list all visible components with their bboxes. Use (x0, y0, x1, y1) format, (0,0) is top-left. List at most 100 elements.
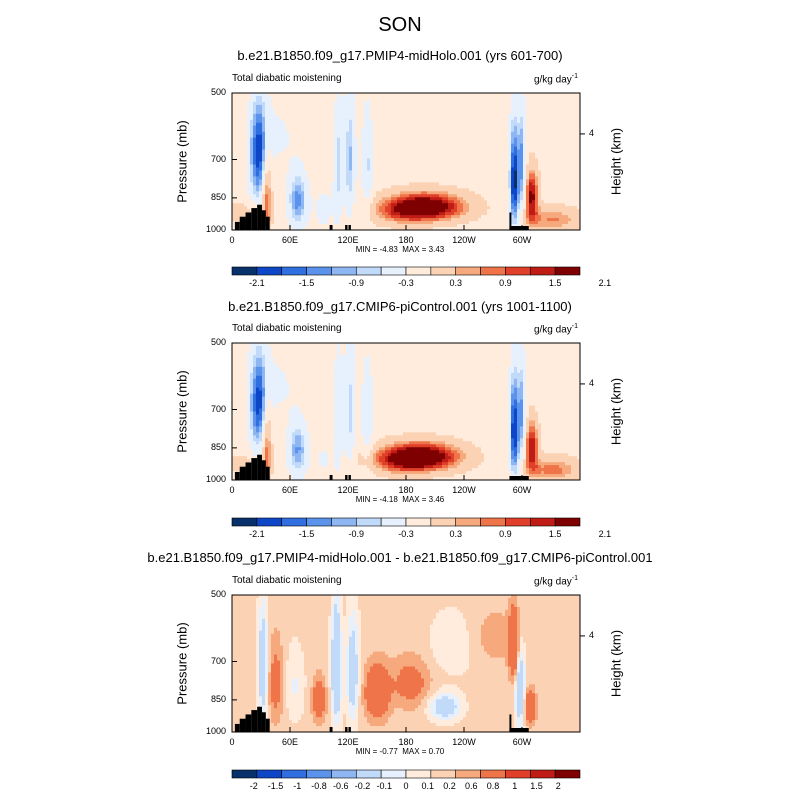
heatmap-cell (355, 116, 359, 121)
heatmap-cell (391, 93, 395, 97)
heatmap-cell (544, 203, 548, 207)
heatmap-cell (388, 98, 392, 103)
heatmap-cell (553, 119, 557, 124)
heatmap-cell (250, 188, 254, 192)
heatmap-cell (424, 107, 428, 112)
heatmap-cell (508, 194, 512, 198)
heatmap-cell (322, 107, 326, 112)
heatmap-cell (472, 101, 476, 106)
heatmap-cell (310, 116, 314, 121)
heatmap-cell (313, 143, 317, 148)
heatmap-cell (475, 107, 479, 112)
heatmap-cell (529, 128, 533, 133)
heatmap-cell (331, 119, 335, 124)
heatmap-cell (424, 110, 428, 115)
heatmap-cell (526, 182, 530, 186)
heatmap-cell (313, 209, 317, 213)
heatmap-cell (244, 98, 248, 103)
heatmap-cell (526, 215, 530, 219)
heatmap-cell (463, 221, 467, 225)
heatmap-cell (439, 143, 443, 148)
heatmap-cell (325, 167, 329, 171)
heatmap-cell (442, 93, 446, 97)
heatmap-cell (442, 212, 446, 216)
heatmap-cell (427, 140, 431, 145)
heatmap-cell (256, 131, 260, 136)
heatmap-cell (244, 104, 248, 109)
heatmap-cell (331, 101, 335, 106)
heatmap-cell (523, 131, 527, 136)
heatmap-cell (253, 95, 257, 100)
heatmap-cell (427, 110, 431, 115)
heatmap-cell (364, 158, 368, 162)
heatmap-cell (463, 191, 467, 195)
heatmap-cell (382, 158, 386, 162)
heatmap-cell (322, 194, 326, 198)
heatmap-cell (457, 176, 461, 180)
heatmap-cell (415, 209, 419, 213)
heatmap-cell (304, 161, 308, 165)
heatmap-cell (289, 167, 293, 171)
heatmap-cell (346, 161, 350, 165)
heatmap-cell (442, 110, 446, 115)
heatmap-cell (478, 137, 482, 142)
heatmap-cell (364, 134, 368, 139)
heatmap-cell (427, 146, 431, 150)
heatmap-cell (433, 134, 437, 139)
heatmap-cell (463, 149, 467, 153)
heatmap-cell (475, 128, 479, 133)
heatmap-cell (385, 182, 389, 186)
heatmap-cell (529, 110, 533, 115)
heatmap-cell (490, 215, 494, 219)
heatmap-cell (511, 152, 515, 156)
heatmap-cell (367, 95, 371, 100)
heatmap-cell (379, 194, 383, 198)
heatmap-cell (538, 170, 542, 174)
heatmap-cell (499, 137, 503, 142)
heatmap-cell (511, 125, 515, 130)
heatmap-cell (274, 221, 278, 225)
heatmap-cell (460, 167, 464, 171)
heatmap-cell (322, 134, 326, 139)
heatmap-cell (433, 116, 437, 121)
heatmap-cell (313, 113, 317, 118)
heatmap-cell (415, 170, 419, 174)
heatmap-cell (382, 176, 386, 180)
heatmap-cell (283, 215, 287, 219)
heatmap-cell (541, 140, 545, 145)
heatmap-cell (427, 143, 431, 148)
heatmap-cell (370, 200, 374, 204)
heatmap-cell (523, 194, 527, 198)
heatmap-cell (373, 101, 377, 106)
heatmap-cell (307, 200, 311, 204)
heatmap-cell (310, 98, 314, 103)
heatmap-cell (352, 170, 356, 174)
heatmap-cell (259, 137, 263, 142)
heatmap-cell (364, 122, 368, 127)
heatmap-cell (394, 215, 398, 219)
heatmap-cell (532, 146, 536, 150)
heatmap-cell (250, 179, 254, 183)
heatmap-cell (355, 161, 359, 165)
heatmap-cell (502, 110, 506, 115)
heatmap-cell (328, 113, 332, 118)
heatmap-cell (406, 194, 410, 198)
heatmap-cell (352, 113, 356, 118)
heatmap-cell (247, 122, 251, 127)
heatmap-cell (535, 173, 539, 177)
heatmap-cell (412, 218, 416, 222)
heatmap-cell (538, 104, 542, 109)
heatmap-cell (280, 143, 284, 148)
heatmap-cell (301, 197, 305, 201)
heatmap-cell (553, 149, 557, 153)
heatmap-cell (418, 170, 422, 174)
heatmap-cell (355, 128, 359, 133)
heatmap-cell (496, 209, 500, 213)
heatmap-cell (490, 218, 494, 222)
heatmap-cell (328, 179, 332, 183)
heatmap-cell (526, 167, 530, 171)
heatmap-cell (319, 194, 323, 198)
heatmap-cell (418, 221, 422, 225)
heatmap-cell (427, 209, 431, 213)
heatmap-cell (295, 98, 299, 103)
